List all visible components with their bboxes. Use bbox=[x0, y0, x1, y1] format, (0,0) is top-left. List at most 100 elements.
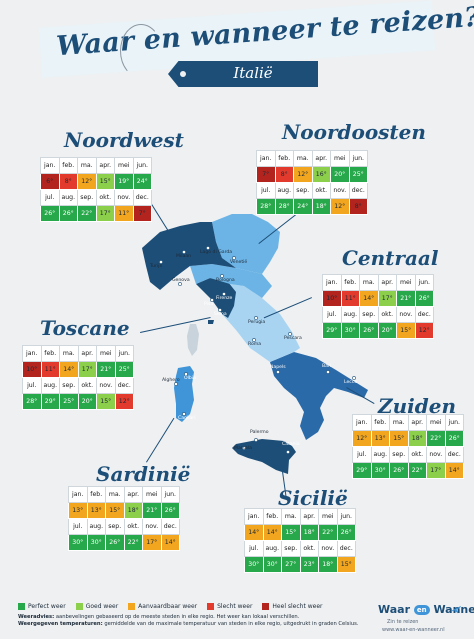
note-temps: Weergegeven temperaturen: gemiddelde van… bbox=[18, 621, 363, 628]
month-label: aug. bbox=[86, 518, 106, 535]
legend: Perfect weer Goed weer Aanvaardbaar weer… bbox=[18, 603, 323, 610]
temperature-cell: 17° bbox=[142, 534, 162, 551]
legend-item-good: Goed weer bbox=[75, 603, 119, 610]
legend-swatch-good bbox=[75, 603, 83, 610]
temperature-cell: 29° bbox=[322, 322, 342, 339]
map-region-noordwest bbox=[142, 222, 236, 290]
month-label: ma. bbox=[59, 345, 79, 362]
legend-swatch-very-bad bbox=[262, 603, 270, 610]
temperature-cell: 15° bbox=[95, 173, 115, 190]
region-title-centraal: Centraal bbox=[342, 246, 439, 270]
legend-label-acceptable: Aanvaardbaar weer bbox=[138, 603, 198, 610]
month-label: jun. bbox=[114, 345, 134, 362]
month-label: sep. bbox=[359, 306, 379, 323]
month-label: jan. bbox=[352, 414, 372, 431]
month-label: apr. bbox=[77, 345, 97, 362]
temperature-cell: 20° bbox=[330, 166, 350, 183]
country-name: Italië bbox=[233, 64, 273, 82]
temperature-row: 10° 11° 14° 17° 21° 26° bbox=[322, 290, 434, 307]
month-label: jul. bbox=[352, 446, 372, 463]
month-label: jan. bbox=[256, 150, 276, 167]
month-header-row: jul. aug. sep. okt. nov. dec. bbox=[68, 518, 180, 535]
city-genova: Genova bbox=[172, 278, 190, 283]
month-label: aug. bbox=[58, 189, 78, 206]
month-label: apr. bbox=[311, 150, 331, 167]
city-venetie: Venetië bbox=[230, 260, 248, 265]
month-header-row: jul. aug. sep. okt. nov. dec. bbox=[322, 306, 434, 323]
city-palermo: Palermo bbox=[250, 430, 269, 435]
month-label: sep. bbox=[105, 518, 125, 535]
temperature-cell: 10° bbox=[22, 361, 42, 378]
brand-name-mid: en bbox=[413, 605, 430, 615]
temperature-cell: 21° bbox=[96, 361, 116, 378]
month-label: mei bbox=[318, 508, 338, 525]
month-label: ma. bbox=[281, 508, 301, 525]
month-label: mei bbox=[330, 150, 350, 167]
footnotes: Weeradvies: aanbevelingen gebaseerd op d… bbox=[18, 614, 363, 628]
month-label: dec. bbox=[160, 518, 180, 535]
map-region-noordoosten bbox=[212, 214, 280, 274]
brand-tagline: Zin te reizen bbox=[387, 619, 419, 625]
month-label: jun. bbox=[348, 150, 368, 167]
temperature-cell: 13° bbox=[68, 502, 88, 519]
temperature-cell: 21° bbox=[396, 290, 416, 307]
note-temps-text: gemiddelde van de maximale temperatuur v… bbox=[104, 621, 359, 627]
month-label: jan. bbox=[244, 508, 264, 525]
temperature-cell: 15° bbox=[96, 393, 116, 410]
temperature-cell: 30° bbox=[68, 534, 88, 551]
temperature-cell: 11° bbox=[40, 361, 60, 378]
month-label: feb. bbox=[58, 157, 78, 174]
table-sardinie: jan. feb. ma. apr. mei jun. 13° 13° 15° 18° 21° 26°… bbox=[68, 486, 180, 551]
month-label: jan. bbox=[322, 274, 342, 291]
temperature-cell: 25° bbox=[114, 361, 134, 378]
month-label: jul. bbox=[322, 306, 342, 323]
map-region-sardinie bbox=[174, 366, 194, 422]
temperature-cell: 28° bbox=[256, 198, 276, 215]
month-label: aug. bbox=[262, 540, 282, 557]
temperature-cell: 28° bbox=[274, 198, 294, 215]
temperature-cell: 18° bbox=[299, 524, 319, 541]
temperature-cell: 14° bbox=[59, 361, 79, 378]
temperature-cell: 24° bbox=[293, 198, 313, 215]
month-label: ma. bbox=[359, 274, 379, 291]
city-catania: Catania bbox=[282, 442, 300, 447]
month-label: aug. bbox=[340, 306, 360, 323]
month-header-row: jan. feb. ma. apr. mei jun. bbox=[256, 150, 368, 167]
temperature-cell: 22° bbox=[123, 534, 143, 551]
temperature-cell: 30° bbox=[370, 462, 390, 479]
month-label: mei bbox=[396, 274, 416, 291]
temperature-cell: 21° bbox=[142, 502, 162, 519]
month-label: ma. bbox=[105, 486, 125, 503]
temperature-cell: 25° bbox=[59, 393, 79, 410]
temperature-cell: 26° bbox=[160, 502, 180, 519]
legend-label-good: Goed weer bbox=[85, 603, 119, 610]
temperature-cell: 18° bbox=[407, 430, 427, 447]
temperature-cell: 12° bbox=[414, 322, 434, 339]
month-label: jul. bbox=[68, 518, 88, 535]
month-label: sep. bbox=[77, 189, 97, 206]
tag-hole bbox=[180, 71, 186, 77]
map-elba bbox=[208, 320, 214, 324]
month-label: dec. bbox=[132, 189, 152, 206]
month-label: dec. bbox=[114, 377, 134, 394]
month-label: jul. bbox=[256, 182, 276, 199]
temperature-cell: 26° bbox=[444, 430, 464, 447]
month-label: apr. bbox=[407, 414, 427, 431]
map-region-sicilie bbox=[232, 439, 296, 474]
temperature-cell: 17° bbox=[95, 205, 115, 222]
month-label: aug. bbox=[40, 377, 60, 394]
month-header-row: jan. feb. ma. apr. mei jun. bbox=[244, 508, 356, 525]
temperature-cell: 12° bbox=[77, 173, 97, 190]
month-label: feb. bbox=[40, 345, 60, 362]
temperature-cell: 30° bbox=[244, 556, 264, 573]
city-marsala: Marsala bbox=[234, 446, 252, 451]
month-label: apr. bbox=[377, 274, 397, 291]
temperature-cell: 12° bbox=[114, 393, 134, 410]
legend-swatch-bad bbox=[207, 603, 215, 610]
month-label: ma. bbox=[389, 414, 409, 431]
temperature-row: 13° 13° 15° 18° 21° 26° bbox=[68, 502, 180, 519]
temperature-cell: 13° bbox=[86, 502, 106, 519]
brand-url: www.waar-en-wanneer.nl bbox=[382, 627, 445, 633]
